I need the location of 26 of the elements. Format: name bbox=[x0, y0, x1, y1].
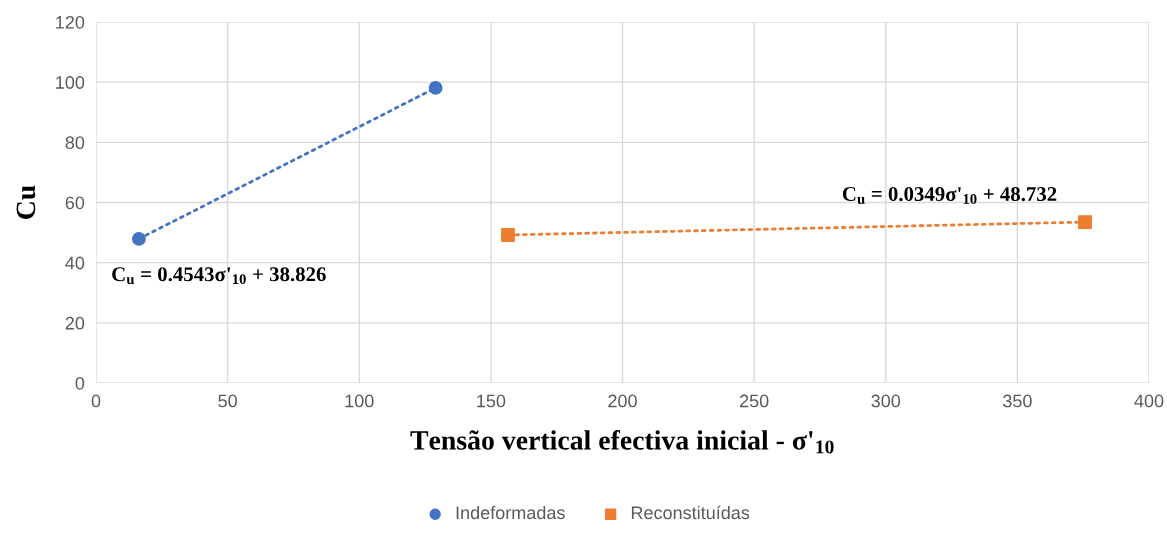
y-tick-label: 100 bbox=[56, 76, 85, 89]
legend-label: Indeformadas bbox=[456, 505, 565, 520]
x-axis-title: Tensão vertical efectiva inicial - σ'$_{10}$ bbox=[410, 429, 834, 454]
annotation: C$_{u}$ = 0.4543σ'$_{10}$ + 38.826 bbox=[112, 267, 326, 285]
x-tick-label: 150 bbox=[477, 394, 506, 408]
y-tick-label: 20 bbox=[65, 316, 85, 330]
y-tick-label: 0 bbox=[75, 376, 85, 390]
point bbox=[428, 80, 443, 95]
x-tick-label: 250 bbox=[739, 394, 769, 408]
x-tick-label: 50 bbox=[218, 394, 237, 408]
point bbox=[501, 228, 515, 242]
legend-label: Reconstituídas bbox=[631, 505, 750, 520]
y-tick-label: 120 bbox=[56, 15, 85, 29]
point bbox=[1078, 215, 1092, 229]
x-tick-label: 0 bbox=[91, 394, 101, 408]
x-tick-label: 100 bbox=[345, 394, 374, 408]
x-tick-label: 200 bbox=[608, 394, 637, 408]
y-tick-label: 40 bbox=[65, 256, 85, 270]
point bbox=[132, 231, 146, 246]
y-tick-label: 60 bbox=[65, 196, 85, 210]
y-axis-title: Cu bbox=[16, 185, 36, 219]
x-tick-label: 300 bbox=[871, 394, 901, 408]
annotation: C$_{u}$ = 0.0349σ'$_{10}$ + 48.732 bbox=[842, 186, 1057, 204]
y-tick-label: 80 bbox=[65, 136, 85, 150]
x-tick-label: 350 bbox=[1003, 394, 1032, 408]
x-tick-label: 400 bbox=[1134, 394, 1164, 408]
